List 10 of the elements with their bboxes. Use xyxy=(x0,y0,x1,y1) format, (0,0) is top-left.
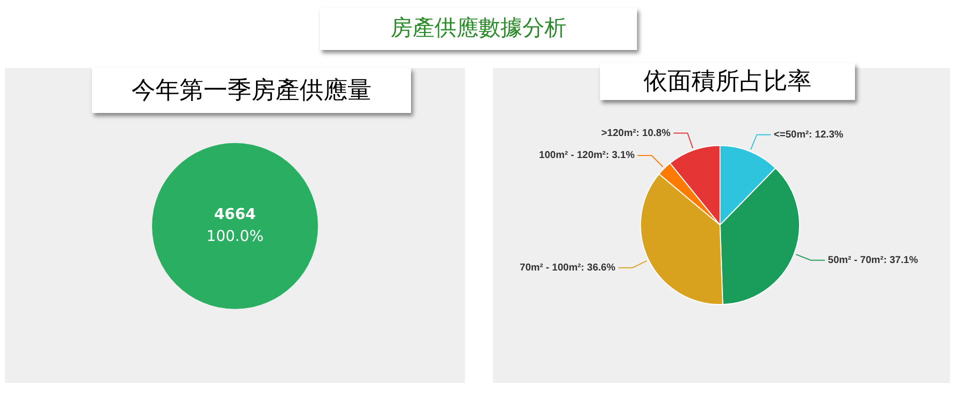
slice-label: 70m² - 100m²: 36.6% xyxy=(520,262,616,274)
chart-title: 依面積所占比率 xyxy=(600,63,855,100)
chart-title: 今年第一季房產供應量 xyxy=(92,68,411,113)
data-label: 4664 xyxy=(214,204,256,223)
slice-label: 50m² - 70m²: 37.1% xyxy=(828,254,918,266)
slice-label: 100m² - 120m²: 3.1% xyxy=(539,150,635,162)
slice-label: <=50m²: 12.3% xyxy=(774,129,844,140)
text: 房產供應數據分析 xyxy=(320,8,637,50)
slice-label: >120m²: 10.8% xyxy=(601,128,671,139)
text: 100.0% xyxy=(206,226,264,245)
